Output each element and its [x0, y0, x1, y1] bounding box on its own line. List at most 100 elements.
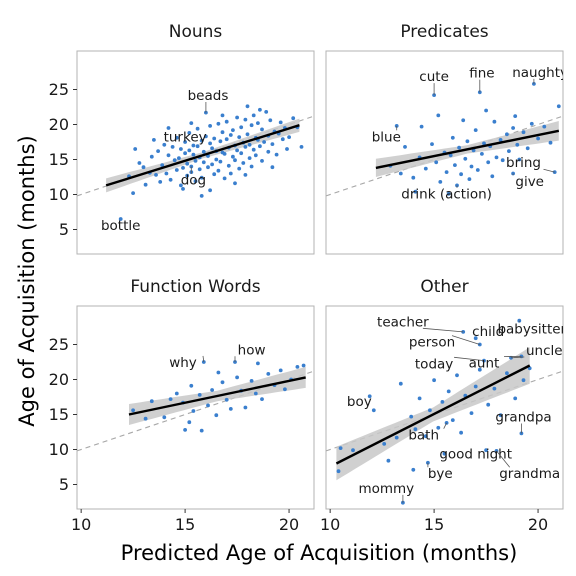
data-point [208, 124, 213, 128]
data-point [228, 133, 233, 137]
data-point [222, 152, 227, 156]
data-point [432, 378, 436, 383]
word-label: babysitter [497, 321, 566, 337]
data-point [208, 188, 213, 193]
data-point [137, 161, 142, 165]
panels-layer: Nouns beads turkey dog bottle Predicates cute f… [76, 22, 566, 510]
word-label: good night [439, 447, 512, 463]
data-point [216, 121, 221, 126]
data-point [338, 446, 343, 450]
data-point [477, 367, 482, 372]
data-point [436, 425, 441, 430]
data-point [235, 375, 240, 380]
data-point [283, 387, 287, 392]
data-point [484, 448, 488, 453]
data-point [428, 408, 432, 413]
data-point [243, 145, 248, 149]
data-point [446, 389, 451, 394]
data-point [419, 124, 424, 129]
data-point [216, 370, 221, 375]
label-leader [454, 356, 485, 361]
panel-nouns: Nouns beads turkey dog bottle [76, 22, 315, 255]
data-point [187, 420, 192, 425]
data-point [285, 147, 289, 151]
x-axis-title: Predicted Age of Acquisition (months) [121, 541, 518, 565]
data-point [218, 139, 223, 144]
data-point [386, 458, 391, 463]
word-label: grandpa [495, 410, 551, 426]
data-point [266, 372, 271, 376]
data-point [457, 145, 461, 150]
data-point [189, 383, 194, 388]
data-point [174, 168, 179, 172]
regression-line [375, 129, 560, 170]
data-point [500, 158, 505, 163]
data-point [527, 366, 532, 371]
label-leader [496, 450, 511, 468]
data-point [222, 176, 227, 181]
word-label: why [169, 355, 197, 371]
word-label: dog [181, 173, 206, 189]
data-point [444, 170, 449, 175]
word-label: beads [188, 88, 229, 104]
data-point [291, 116, 296, 121]
data-point [245, 104, 250, 109]
axes-layer: 5 10 15 20 25 5 10 15 20 25 10 15 20 10 15 20 [49, 80, 549, 534]
data-point [494, 155, 499, 160]
label-leader [451, 335, 480, 345]
word-label: turkey [164, 129, 207, 145]
label-leader [422, 327, 464, 333]
panel-plot-area: cute fine naughty blue bring give drink (actio… [326, 65, 563, 203]
data-point [434, 160, 439, 165]
data-point [185, 161, 190, 166]
data-point [247, 142, 252, 147]
data-point [172, 158, 177, 163]
data-point [152, 138, 156, 142]
x-tick-label: 20 [279, 515, 299, 534]
x-tick-label: 10 [320, 515, 340, 534]
data-point [191, 409, 196, 413]
data-point [183, 428, 188, 432]
word-label: blue [372, 129, 401, 145]
word-label: fine [469, 66, 494, 82]
data-point [228, 171, 233, 176]
data-point [278, 120, 283, 125]
data-point [149, 154, 154, 159]
data-point [181, 166, 185, 170]
data-point [398, 171, 403, 176]
data-point [525, 146, 530, 151]
data-point [201, 160, 206, 165]
data-point [187, 131, 192, 135]
y-tick-label: 10 [49, 440, 69, 459]
data-point [170, 145, 175, 149]
data-point [498, 413, 503, 418]
data-point [199, 175, 204, 180]
panel-title: Other [420, 277, 468, 297]
data-point [542, 124, 547, 129]
panel-frame [76, 50, 315, 255]
data-point [463, 156, 468, 161]
data-point [423, 166, 428, 171]
data-point [492, 386, 497, 391]
data-point [191, 143, 196, 148]
y-tick-label: 5 [59, 220, 69, 239]
data-point [247, 156, 252, 161]
data-point [301, 363, 306, 368]
data-point [204, 134, 208, 139]
data-point [224, 119, 229, 124]
data-point [245, 132, 250, 137]
data-point [492, 119, 497, 124]
data-point [214, 413, 219, 418]
y-axis-title: Age of Acquisition (months) [15, 135, 39, 426]
word-label: grandma [499, 466, 560, 482]
data-point [262, 140, 266, 144]
data-point [453, 163, 457, 168]
data-point [278, 368, 283, 373]
data-point [413, 427, 418, 432]
data-point [351, 448, 355, 453]
data-point [521, 130, 526, 135]
data-point [511, 126, 515, 130]
x-tick-label: 15 [424, 515, 444, 534]
